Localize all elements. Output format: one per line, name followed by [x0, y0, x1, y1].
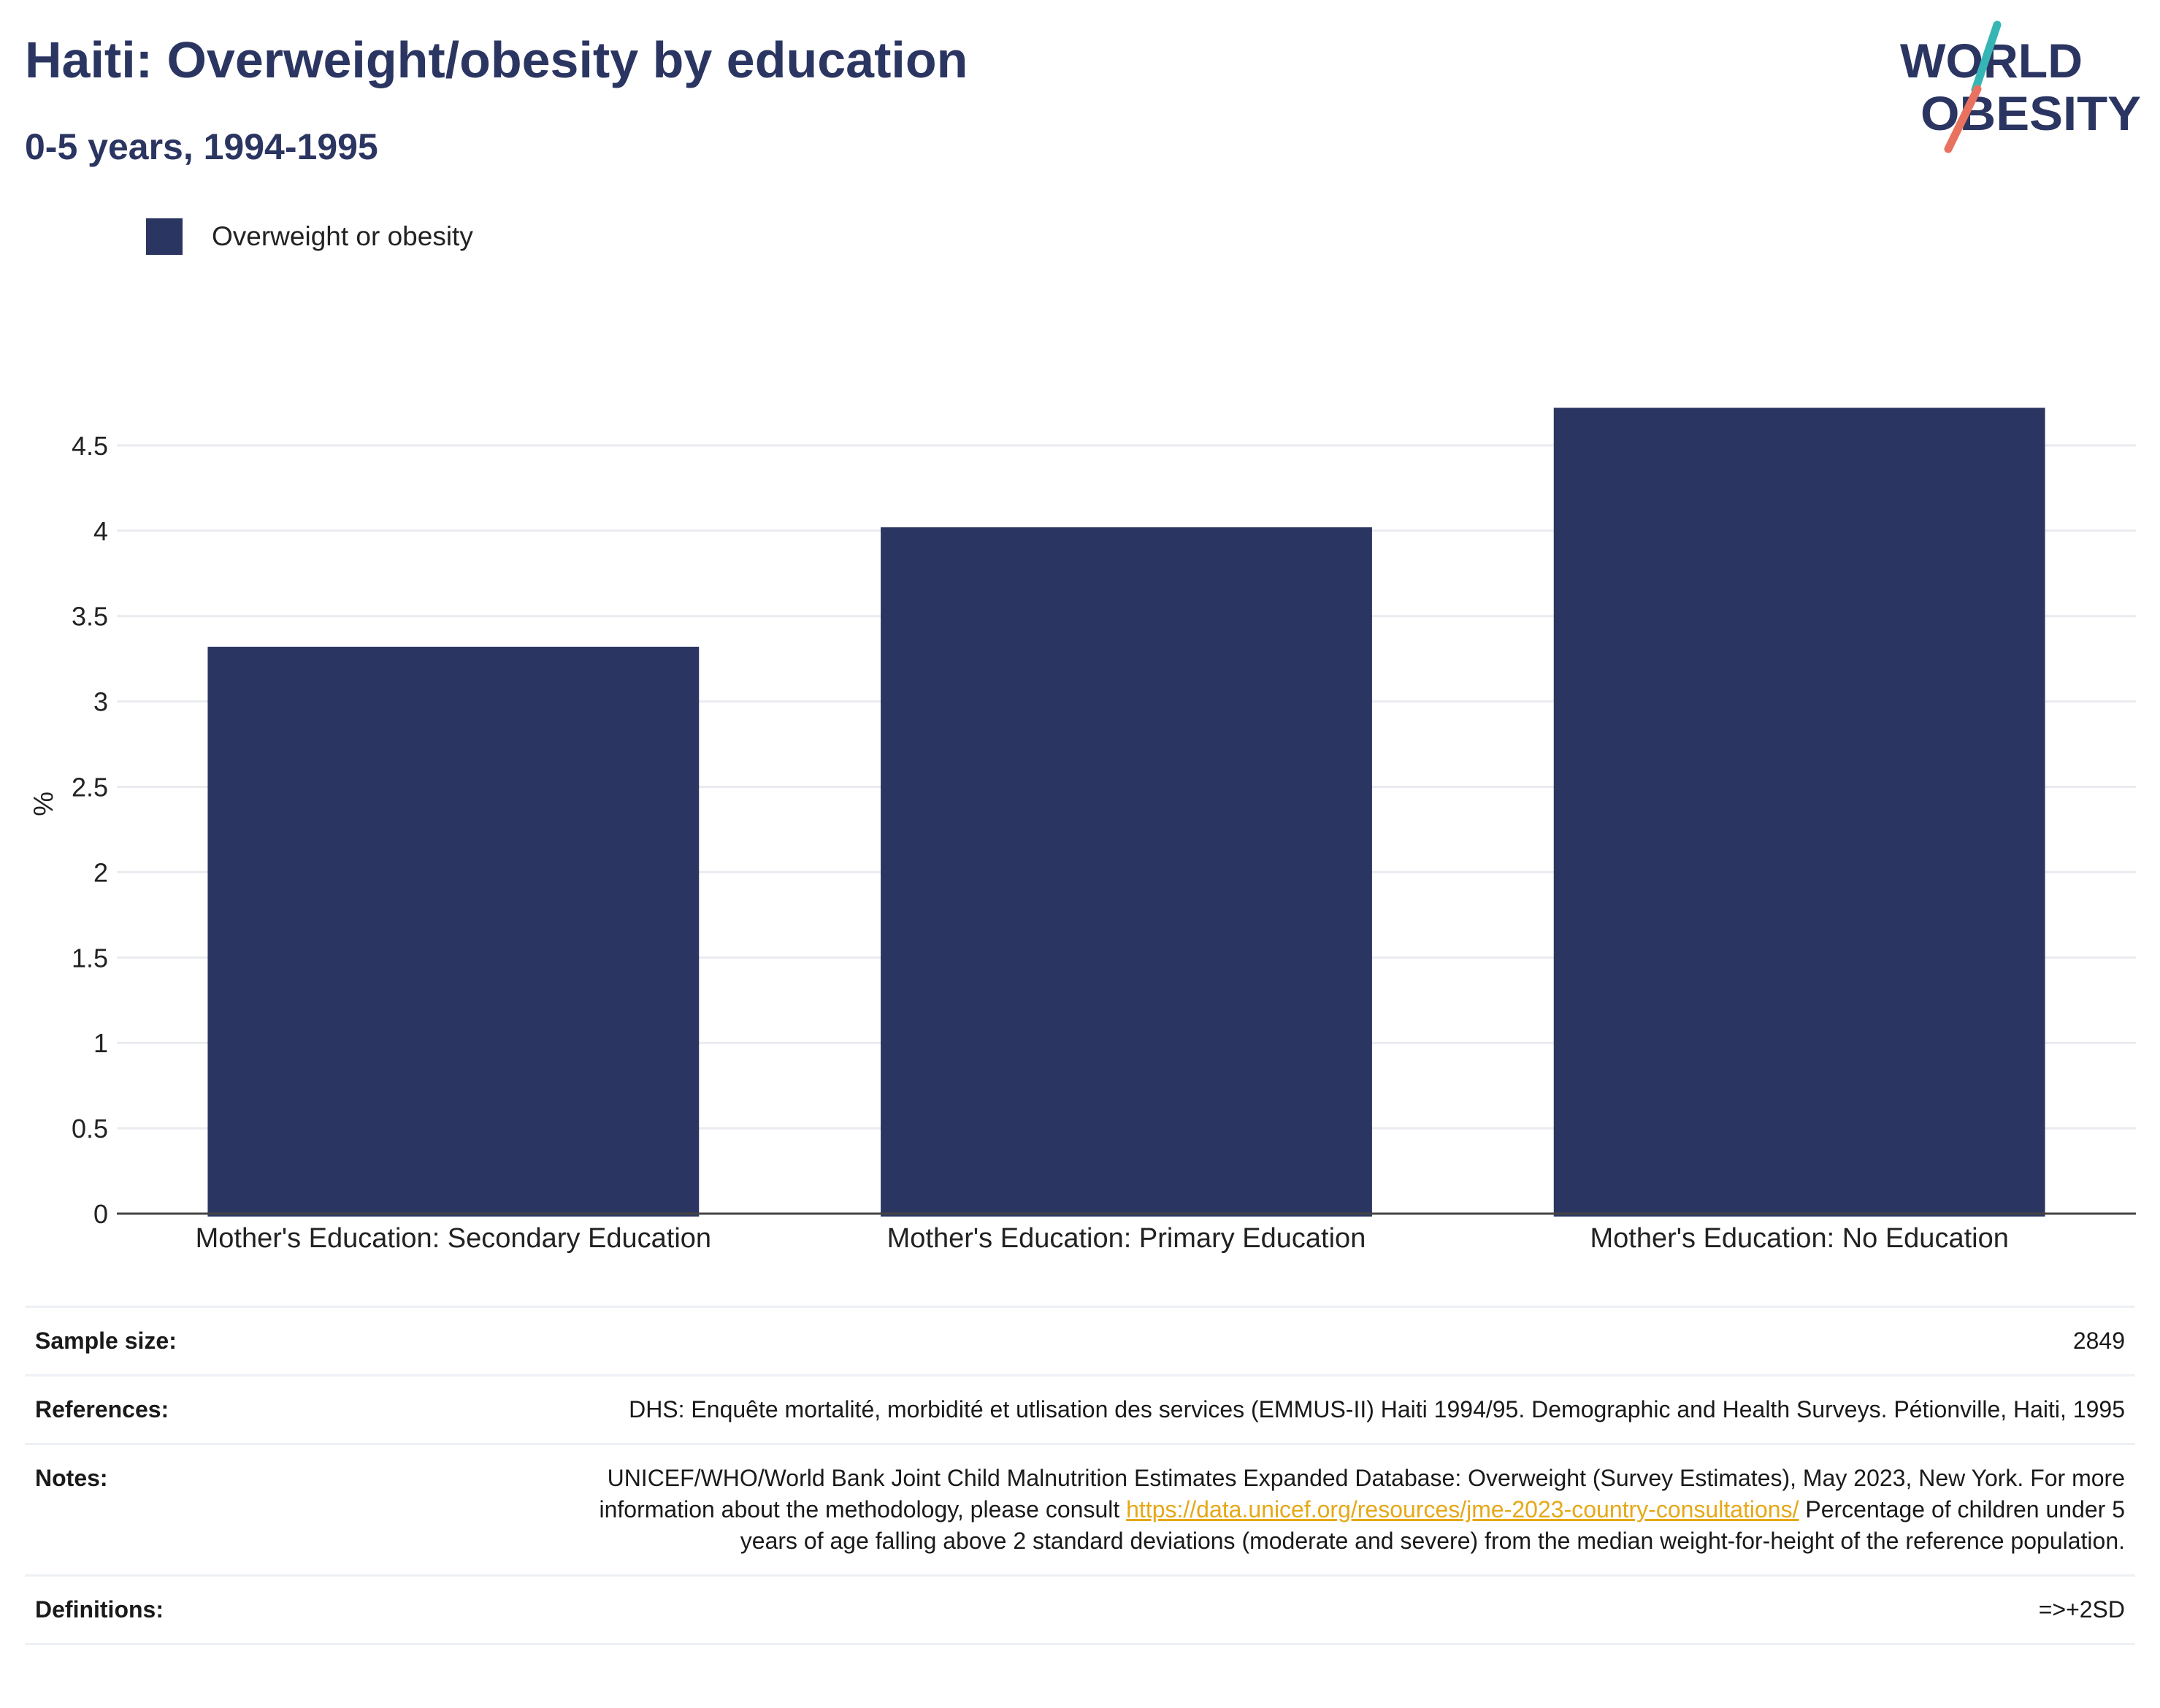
y-axis-label: % — [28, 792, 59, 816]
y-tick-label: 1.5 — [72, 943, 108, 973]
logo-slash-teal — [1971, 20, 2002, 94]
notes-text-after: Percentage of children under 5 years of … — [740, 1496, 2125, 1554]
y-tick-labels: 0 0.5 1 1.5 2 2.5 3 3.5 4 4.5 — [72, 431, 108, 1229]
legend[interactable]: Overweight or obesity — [146, 218, 473, 256]
world-obesity-logo: WORLD OBESITY — [1900, 20, 2141, 153]
x-tick-label: Mother's Education: Secondary Education — [196, 1223, 711, 1254]
legend-swatch — [146, 218, 183, 255]
y-tick-label: 0 — [93, 1199, 108, 1229]
sample-size-row: Sample size: 2849 — [25, 1306, 2135, 1374]
definitions-label: Definitions: — [35, 1596, 164, 1623]
bar-1[interactable] — [207, 646, 700, 1217]
bar-3[interactable] — [1553, 407, 2045, 1217]
references-label: References: — [35, 1396, 169, 1422]
y-tick-label: 1 — [93, 1028, 108, 1058]
y-tick-label: 3 — [93, 687, 108, 717]
chart-title: Haiti: Overweight/obesity by education — [25, 31, 968, 88]
bar-chart: 0 0.5 1 1.5 2 2.5 3 3.5 4 4.5 Mother's Education:… — [28, 407, 2136, 1254]
y-tick-label: 0.5 — [72, 1114, 108, 1144]
x-tick-label: Mother's Education: Primary Education — [887, 1223, 1366, 1254]
notes-label: Notes: — [35, 1465, 108, 1491]
bars — [207, 407, 2045, 1217]
y-tick-label: 2.5 — [72, 773, 108, 803]
x-tick-labels: Mother's Education: Secondary Education M… — [196, 1223, 2009, 1254]
y-tick-label: 4.5 — [72, 431, 108, 461]
sample-size-label: Sample size: — [35, 1328, 177, 1354]
notes-row: Notes: UNICEF/WHO/World Bank Joint Child… — [25, 1443, 2135, 1574]
bar-2[interactable] — [881, 527, 1372, 1217]
logo-slash-coral — [1944, 85, 1982, 153]
y-tick-label: 2 — [93, 857, 108, 887]
chart-subtitle: 0-5 years, 1994-1995 — [25, 126, 378, 167]
x-tick-label: Mother's Education: No Education — [1590, 1223, 2008, 1254]
references-value: DHS: Enquête mortalité, morbidité et utl… — [629, 1396, 2125, 1422]
definitions-value: =>+2SD — [2038, 1596, 2125, 1623]
legend-label: Overweight or obesity — [212, 221, 473, 251]
notes-text-before: UNICEF/WHO/World Bank Joint Child Malnut… — [599, 1465, 2125, 1523]
y-tick-label: 4 — [93, 516, 108, 546]
notes-value: UNICEF/WHO/World Bank Joint Child Malnut… — [562, 1463, 2125, 1557]
info-table: Sample size: 2849 References: DHS: Enquê… — [25, 1306, 2135, 1645]
definitions-row: Definitions: =>+2SD — [25, 1574, 2135, 1645]
notes-link[interactable]: https://data.unicef.org/resources/jme-20… — [1126, 1496, 1799, 1523]
sample-size-value: 2849 — [2072, 1328, 2125, 1354]
references-row: References: DHS: Enquête mortalité, morb… — [25, 1374, 2135, 1443]
y-tick-label: 3.5 — [72, 602, 108, 632]
